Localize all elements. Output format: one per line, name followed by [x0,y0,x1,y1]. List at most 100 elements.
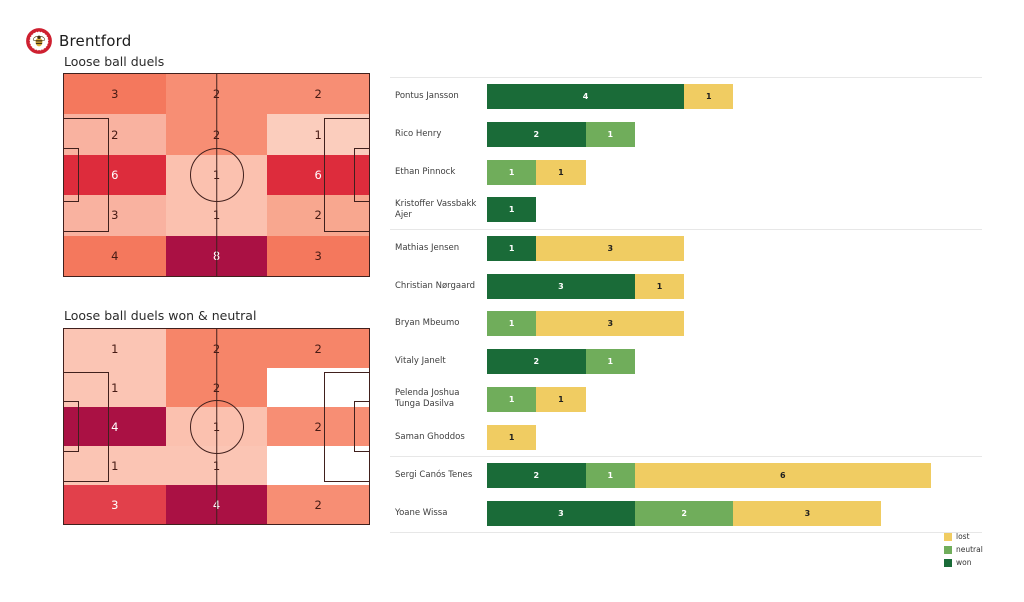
heatmap-cell: 4 [165,485,268,524]
heatmap-cell: 2 [165,368,268,407]
group-separator [390,532,982,534]
lost-swatch-icon [944,532,952,541]
won-segment: 3 [487,273,635,299]
won-segment: 1 [487,236,537,262]
player-name: Pelenda Joshua Tunga Dasilva [395,388,460,410]
player-name: Yoane Wissa [395,507,448,518]
player-name: Bryan Mbeumo [395,318,460,329]
heatmap-cell: 4 [64,235,166,276]
heatmap1-title: Loose ball duels [64,54,165,69]
player-duels-row: Saman Ghoddos 1 [390,418,982,456]
player-duels-row: Kristoffer Vassbakk Ajer 1 [390,191,982,229]
neutral-segment: 1 [487,386,537,412]
heatmap-cell: 3 [64,74,166,115]
heatmap-cell: 3 [267,235,369,276]
won-segment: 3 [487,500,635,526]
neutral-segment: 1 [487,311,537,337]
player-duels-row: Sergi Canós Tenes 2 1 6 [390,457,982,495]
heatmap-cell: 2 [64,114,166,155]
player-name: Sergi Canós Tenes [395,470,473,481]
group-separator [390,455,982,457]
neutral-segment: 1 [585,349,635,375]
heatmap-cell: 1 [165,154,268,196]
lost-segment: 1 [684,84,734,110]
neutral-segment: 1 [585,122,635,148]
player-duels-row: Mathias Jensen 1 3 [390,230,982,268]
player-name: Christian Nørgaard [395,280,476,291]
player-duels-row: Rico Henry 2 1 [390,116,982,154]
heatmap-cell: 1 [267,114,369,155]
heatmap-cell: 8 [165,235,268,276]
neutral-segment: 1 [487,159,537,185]
won-segment: 2 [487,122,586,148]
heatmap-cell: 2 [267,485,369,524]
player-name: Vitaly Janelt [395,356,446,367]
neutral-segment: 2 [634,500,734,526]
heatmap-cell: 3 [64,195,166,236]
team-name: Brentford [59,32,132,50]
heatmap-cell: 2 [267,329,369,368]
heatmap-cell: 1 [165,195,268,236]
legend-label: won [956,558,972,567]
group-separator [390,77,982,78]
legend-item-neutral: neutral [944,545,983,554]
player-duels-row: Yoane Wissa 3 2 3 [390,495,982,533]
legend-item-won: won [944,558,983,567]
player-duels-row: Pelenda Joshua Tunga Dasilva 1 1 [390,381,982,419]
heatmap-cell: 1 [64,329,166,368]
lost-segment: 1 [536,159,586,185]
heatmap-cell: 2 [267,74,369,115]
lost-segment: 1 [634,273,685,299]
heatmap-cell: 2 [267,195,369,236]
won-segment: 2 [487,463,586,489]
chart-legend: lost neutral won [944,532,983,571]
lost-segment: 3 [733,500,882,526]
player-duels-row: Vitaly Janelt 2 1 [390,343,982,381]
heatmap-cell: 6 [64,154,166,196]
heatmap-cell: 4 [64,407,166,446]
player-duels-row: Pontus Jansson 4 1 [390,78,982,116]
neutral-swatch-icon [944,545,952,554]
player-name: Ethan Pinnock [395,166,456,177]
heatmap-cell: 1 [64,368,166,407]
heatmap-cell: 2 [165,114,268,155]
neutral-segment: 1 [585,463,635,489]
brentford-crest-icon [26,28,52,54]
won-swatch-icon [944,558,952,567]
player-duels-row: Ethan Pinnock 1 1 [390,153,982,191]
heatmap-cell: 2 [165,74,268,115]
player-duels-row: Bryan Mbeumo 1 3 [390,305,982,343]
heatmap-cell [267,368,369,407]
heatmap-cell: 1 [64,446,166,485]
stacked-bar: 1 [487,424,537,450]
stacked-bar: 1 [487,197,537,223]
group-separator [390,228,982,230]
legend-label: lost [956,532,970,541]
won-segment: 1 [487,197,537,223]
lost-segment: 3 [536,311,685,337]
heatmap-cell: 6 [267,154,369,196]
legend-item-lost: lost [944,532,983,541]
won-segment: 4 [487,84,685,110]
heatmap-cell: 1 [165,407,268,446]
player-name: Rico Henry [395,129,442,139]
heatmap2-title: Loose ball duels won & neutral [64,308,257,323]
heatmap-cell: 2 [165,329,268,368]
player-name: Mathias Jensen [395,243,460,254]
heatmap-cell: 1 [165,446,268,485]
heatmap-cell: 2 [267,407,369,446]
